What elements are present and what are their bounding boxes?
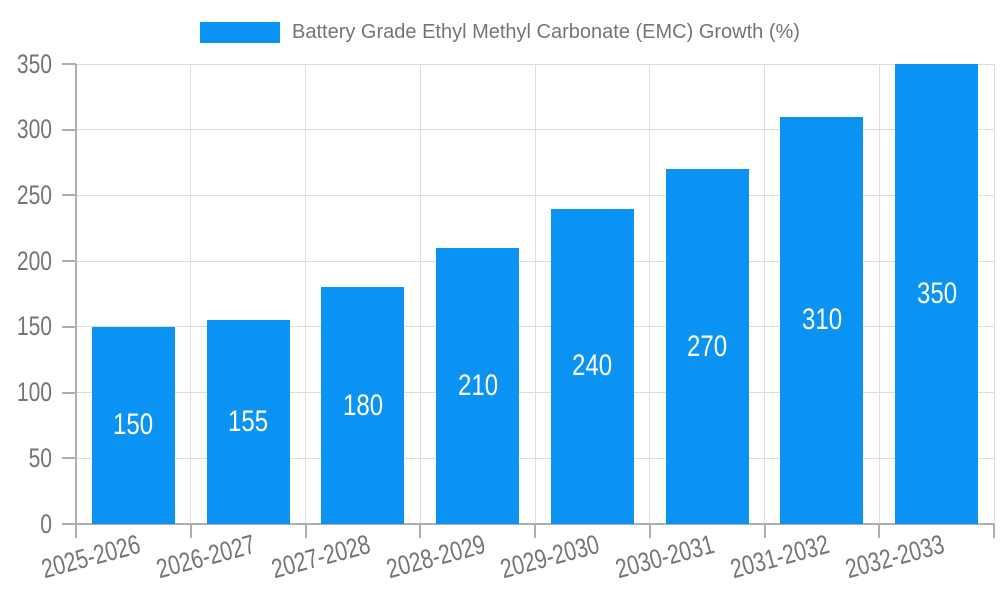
x-tick-label: 2027-2028 (268, 529, 374, 585)
bar-value-label: 150 (113, 408, 154, 442)
x-tick (648, 524, 651, 538)
v-gridline (305, 64, 306, 524)
x-tick (304, 524, 307, 538)
bar: 270 (665, 169, 749, 524)
x-tick (763, 524, 766, 538)
bar-value-label: 270 (687, 329, 728, 363)
y-tick (62, 194, 76, 197)
x-tick-label: 2030-2031 (612, 529, 718, 585)
x-tick (993, 524, 995, 538)
y-tick-label: 50 (28, 442, 52, 473)
legend[interactable]: Battery Grade Ethyl Methyl Carbonate (EM… (0, 12, 1000, 52)
bar: 240 (550, 208, 634, 524)
x-tick-label: 2026-2027 (153, 529, 259, 585)
x-tick (878, 524, 881, 538)
y-tick-label: 100 (16, 377, 53, 408)
y-axis-line (75, 64, 77, 538)
v-gridline (419, 64, 421, 524)
x-tick-label: 2032-2033 (841, 529, 947, 585)
y-tick-label: 300 (16, 114, 53, 145)
bar-value-label: 155 (228, 405, 269, 439)
y-tick-label: 0 (40, 508, 52, 539)
v-gridline (993, 64, 995, 524)
y-tick (62, 63, 76, 65)
x-tick (189, 524, 192, 538)
v-gridline (190, 64, 192, 524)
bar: 310 (780, 116, 864, 524)
bar-value-label: 180 (342, 388, 383, 422)
x-axis-line (62, 523, 994, 525)
bar: 180 (321, 287, 405, 524)
bar-value-label: 350 (916, 277, 957, 310)
v-gridline (534, 64, 536, 524)
y-tick (62, 325, 76, 328)
y-tick (62, 391, 76, 394)
x-tick-label: 2029-2030 (497, 529, 603, 585)
x-tick (534, 524, 536, 538)
x-tick-label: 2028-2029 (382, 529, 488, 585)
bar-value-label: 210 (457, 369, 498, 402)
y-tick-label: 150 (16, 311, 53, 342)
y-tick-label: 200 (16, 245, 53, 276)
y-tick-label: 250 (16, 179, 53, 210)
x-tick (419, 524, 422, 538)
bar: 210 (436, 248, 520, 524)
legend-swatch (200, 21, 281, 43)
y-tick-label: 350 (16, 48, 53, 79)
bar: 150 (91, 326, 175, 524)
y-tick (62, 457, 76, 460)
bar-value-label: 240 (572, 349, 613, 383)
v-gridline (649, 64, 651, 524)
v-gridline (764, 64, 765, 524)
x-tick-label: 2025-2026 (38, 529, 144, 585)
bar: 155 (206, 320, 290, 524)
bar-value-label: 310 (801, 303, 842, 337)
legend-label: Battery Grade Ethyl Methyl Carbonate (EM… (292, 20, 800, 43)
v-gridline (878, 64, 880, 524)
bar: 350 (895, 64, 979, 524)
y-tick (62, 128, 76, 131)
x-tick-label: 2031-2032 (727, 529, 833, 585)
y-tick (62, 260, 76, 263)
